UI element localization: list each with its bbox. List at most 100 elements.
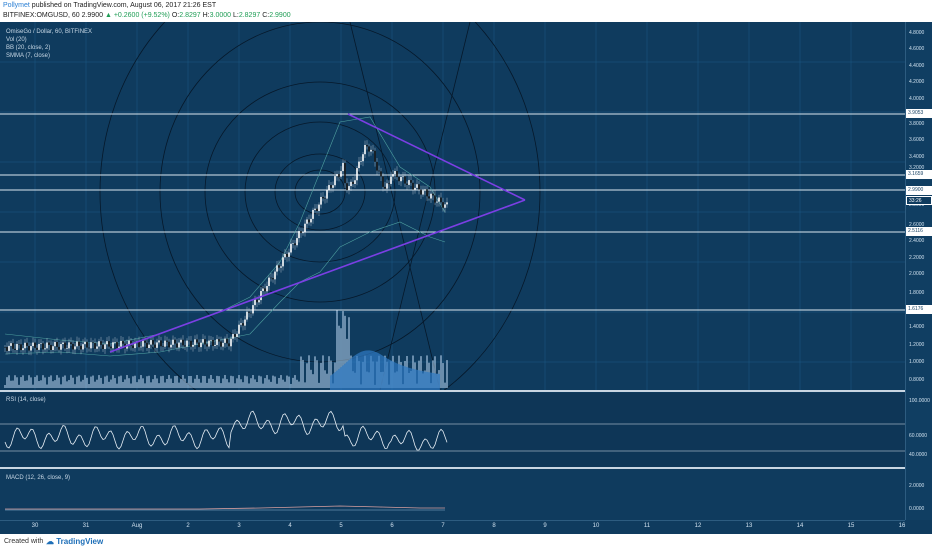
volume-bar	[290, 383, 292, 388]
volume-bar	[142, 378, 144, 388]
volume-bar	[286, 375, 288, 388]
volume-bar	[48, 376, 50, 388]
candle-body	[304, 223, 306, 233]
macd-legend[interactable]: MACD (12, 26, close, 9)	[6, 475, 71, 481]
volume-bar	[230, 375, 232, 388]
volume-bar	[118, 376, 120, 388]
candle-body	[104, 344, 106, 350]
candle-body	[120, 340, 122, 347]
price-chart-svg[interactable]	[0, 22, 905, 390]
candle-body	[354, 180, 356, 185]
volume-bar	[288, 376, 290, 388]
volume-bar	[222, 378, 224, 388]
time-tick: 5	[339, 523, 343, 529]
volume-bar	[92, 375, 94, 388]
volume-bar	[6, 377, 8, 388]
candle-body	[322, 196, 324, 199]
volume-bar	[4, 385, 6, 388]
volume-bar	[228, 382, 230, 388]
volume-bar	[106, 375, 108, 388]
triangle-drawing[interactable]	[109, 113, 526, 353]
volume-bar	[16, 377, 18, 388]
legend-smma[interactable]: SMMA (7, close)	[6, 53, 51, 59]
candle-body	[144, 340, 146, 343]
pane-separator[interactable]	[0, 390, 932, 392]
volume-bar	[244, 375, 246, 388]
candle-body	[184, 345, 186, 347]
author-link[interactable]: Pollymet	[3, 2, 30, 9]
price-tick: 3.6000	[909, 137, 925, 143]
candle-body	[236, 333, 238, 337]
volume-bar	[264, 378, 266, 388]
volume-bar	[262, 383, 264, 388]
rsi-pane[interactable]: RSI (14, close)	[0, 393, 905, 467]
candle-body	[230, 338, 232, 347]
time-axis[interactable]: 30 31 Aug 2 3 4 5 6 7 8 9 10 11 12 13 14…	[0, 520, 905, 535]
candle-body	[90, 342, 92, 349]
volume-bar	[320, 362, 322, 388]
price-label: 3.1659	[906, 170, 932, 179]
volume-bar	[98, 375, 100, 388]
rsi-legend[interactable]: RSI (14, close)	[6, 397, 46, 403]
price-label: 2.5116	[906, 227, 932, 236]
pane-separator-2[interactable]	[0, 467, 932, 469]
candle-body	[54, 342, 56, 347]
volume-bar	[140, 375, 142, 388]
volume-bar	[232, 376, 234, 388]
volume-bar	[330, 360, 332, 388]
candle-body	[272, 278, 274, 280]
volume-bar	[196, 375, 198, 388]
price-label-current: 2.9900	[906, 186, 932, 195]
candle-body	[378, 170, 380, 172]
last-price: 2.9900	[81, 12, 103, 19]
time-tick: 10	[592, 523, 600, 529]
candle-body	[142, 340, 144, 347]
low-value: 2.8297	[238, 12, 261, 19]
price-tick: 4.0000	[909, 96, 925, 102]
candle-body	[402, 176, 404, 178]
legend-vol[interactable]: Vol (20)	[6, 37, 27, 43]
volume-bar	[342, 311, 344, 388]
volume-bar	[322, 355, 324, 388]
bb-upper-line	[4, 116, 446, 345]
candle-body	[36, 347, 38, 350]
volume-bar	[72, 377, 74, 388]
candle-body	[404, 176, 406, 184]
candle-body	[98, 341, 100, 347]
horizontal-levels[interactable]	[0, 113, 905, 311]
candle-body	[346, 183, 348, 191]
volume-bar	[62, 376, 64, 388]
gridlines	[0, 22, 905, 390]
candle-body	[20, 344, 22, 351]
header-bar: Pollymet published on TradingView.com, A…	[0, 0, 932, 22]
volume-bar	[294, 375, 296, 388]
legend-bb[interactable]: BB (20, close, 2)	[6, 45, 51, 51]
candle-body	[94, 342, 96, 349]
volume-bar	[240, 379, 242, 388]
fibonacci-circles[interactable]	[99, 22, 541, 390]
price-axis[interactable]: 4.8000 4.6000 4.4000 4.2000 4.0000 3.800…	[905, 22, 932, 520]
tradingview-logo[interactable]: ☁ TradingView	[46, 537, 103, 546]
candle-body	[268, 277, 270, 287]
candle-body	[384, 186, 386, 189]
candle-body	[12, 343, 14, 349]
candle-body	[362, 154, 364, 162]
price-tick: 2.8000	[909, 202, 924, 208]
volume-bar	[122, 381, 124, 388]
volume-bar	[284, 381, 286, 388]
footer: Created with ☁ TradingView	[0, 534, 932, 550]
candle-body	[434, 195, 436, 203]
macd-pane[interactable]: MACD (12, 26, close, 9)	[0, 470, 905, 520]
price-tick: 0.8000	[909, 377, 925, 383]
volume-bar	[254, 379, 256, 388]
candle-body	[212, 339, 214, 346]
candle-body	[188, 340, 190, 342]
time-tick: 7	[441, 523, 445, 529]
chart-legend: OmiseGo / Dollar, 60, BITFINEX Vol (20) …	[6, 28, 92, 60]
volume-bar	[66, 381, 68, 388]
candle-body	[306, 219, 308, 224]
volume-bar	[314, 356, 316, 388]
chart-area[interactable]: OmiseGo / Dollar, 60, BITFINEX Vol (20) …	[0, 22, 932, 535]
volume-bar	[192, 382, 194, 388]
main-price-pane[interactable]: OmiseGo / Dollar, 60, BITFINEX Vol (20) …	[0, 22, 905, 390]
